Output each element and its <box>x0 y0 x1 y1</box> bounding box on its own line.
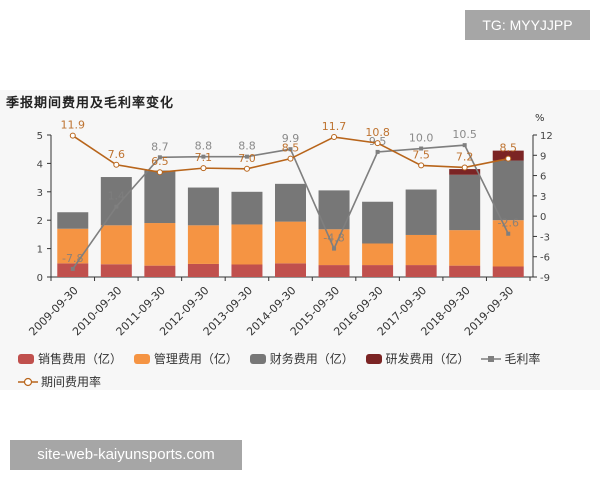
svg-text:7.2: 7.2 <box>456 150 474 163</box>
x-axis-labels: 2009-09-302010-09-302011-09-302012-09-30… <box>26 284 516 338</box>
chart-title: 季报期间费用及毛利率变化 <box>6 96 175 111</box>
bar-segment <box>449 169 481 175</box>
svg-text:-2.6: -2.6 <box>497 217 518 230</box>
svg-text:11.9: 11.9 <box>61 119 86 132</box>
svg-text:10.8: 10.8 <box>365 126 390 139</box>
svg-text:8.8: 8.8 <box>238 140 256 153</box>
legend-item-rd[interactable]: 研发费用（亿） <box>365 348 470 370</box>
bar-series <box>57 150 524 277</box>
svg-text:10.0: 10.0 <box>409 132 434 145</box>
svg-text:10.5: 10.5 <box>452 128 477 141</box>
svg-text:4: 4 <box>37 159 43 170</box>
bar-segment <box>144 223 176 266</box>
bar-segment <box>362 265 394 277</box>
bar-segment <box>449 174 481 231</box>
svg-text:6.5: 6.5 <box>151 155 169 168</box>
watermark-top: TG: MYYJJPP <box>465 10 590 40</box>
svg-text:3: 3 <box>540 192 546 203</box>
svg-text:7.6: 7.6 <box>108 148 126 161</box>
bar-segment <box>449 265 481 277</box>
svg-text:5: 5 <box>37 131 43 142</box>
bar-segment <box>100 264 132 277</box>
line-circle-icon <box>18 377 38 387</box>
bar-segment <box>144 170 176 224</box>
bar-segment <box>362 201 394 244</box>
bar-segment <box>275 221 306 264</box>
svg-text:8.5: 8.5 <box>282 142 300 155</box>
bar-segment <box>100 177 132 226</box>
svg-text:%: % <box>535 113 545 124</box>
bar-segment <box>405 189 437 235</box>
legend: 销售费用（亿） 管理费用（亿） 财务费用（亿） 研发费用（亿） 毛利率 期间费用… <box>18 348 598 394</box>
bar-segment <box>231 191 263 225</box>
legend-item-admin[interactable]: 管理费用（亿） <box>133 348 238 370</box>
legend-swatch-icon <box>249 354 266 364</box>
legend-item-expense-ratio[interactable]: 期间费用率 <box>18 371 101 393</box>
svg-text:-6: -6 <box>540 253 550 264</box>
svg-text:1: 1 <box>37 245 43 256</box>
right-axis: % -9 -6 -3 0 3 6 9 12 <box>532 113 553 284</box>
bar-segment <box>275 263 306 277</box>
bar-segment <box>187 187 219 226</box>
bar-segment <box>318 190 350 230</box>
svg-text:2: 2 <box>37 216 43 227</box>
bar-segment <box>492 150 524 161</box>
svg-text:-7.8: -7.8 <box>62 252 83 265</box>
bar-segment <box>492 266 524 277</box>
svg-text:6: 6 <box>540 172 546 183</box>
bar-segment <box>231 264 263 277</box>
watermark-bottom: site-web-kaiyunsports.com <box>10 440 242 470</box>
legend-item-sales[interactable]: 销售费用（亿） <box>18 348 122 370</box>
svg-text:3: 3 <box>37 188 43 199</box>
bar-segment <box>405 234 437 266</box>
bar-segment <box>187 263 219 277</box>
svg-text:7.5: 7.5 <box>412 148 430 161</box>
legend-swatch-icon <box>133 354 150 364</box>
svg-text:-9: -9 <box>540 273 550 284</box>
bar-segment <box>57 212 89 229</box>
legend-swatch-icon <box>365 354 382 364</box>
svg-text:-4.8: -4.8 <box>323 232 344 245</box>
legend-item-gross-margin[interactable]: 毛利率 <box>481 348 540 370</box>
line-square-icon <box>481 356 502 362</box>
svg-text:11.7: 11.7 <box>322 120 347 133</box>
bar-segment <box>449 230 481 266</box>
svg-text:8.5: 8.5 <box>499 142 517 155</box>
bar-segment <box>231 224 263 265</box>
bar-segment <box>492 220 524 267</box>
bar-segment <box>144 265 176 277</box>
bar-segment <box>187 225 219 264</box>
svg-text:12: 12 <box>540 131 553 142</box>
svg-text:7.1: 7.1 <box>195 151 213 164</box>
bar-segment <box>492 160 524 221</box>
legend-item-finance[interactable]: 财务费用（亿） <box>249 348 354 370</box>
svg-text:8.8: 8.8 <box>195 140 213 153</box>
svg-text:0: 0 <box>540 212 546 223</box>
bar-segment <box>275 183 306 222</box>
svg-text:8.7: 8.7 <box>151 140 169 153</box>
bar-segment <box>362 243 394 266</box>
bar-segment <box>100 225 132 265</box>
bar-segment <box>57 228 89 264</box>
svg-text:1.4: 1.4 <box>108 190 126 203</box>
bar-segment <box>405 265 437 277</box>
svg-text:9.9: 9.9 <box>282 132 300 145</box>
svg-text:-3: -3 <box>540 232 550 243</box>
svg-text:7.0: 7.0 <box>238 152 256 165</box>
svg-text:9: 9 <box>540 151 546 162</box>
bar-segment <box>318 265 350 277</box>
legend-swatch-icon <box>18 354 34 364</box>
svg-text:0: 0 <box>37 273 43 284</box>
line-series: -7.81.48.78.88.89.9-4.89.510.010.5-2.611… <box>61 119 519 271</box>
